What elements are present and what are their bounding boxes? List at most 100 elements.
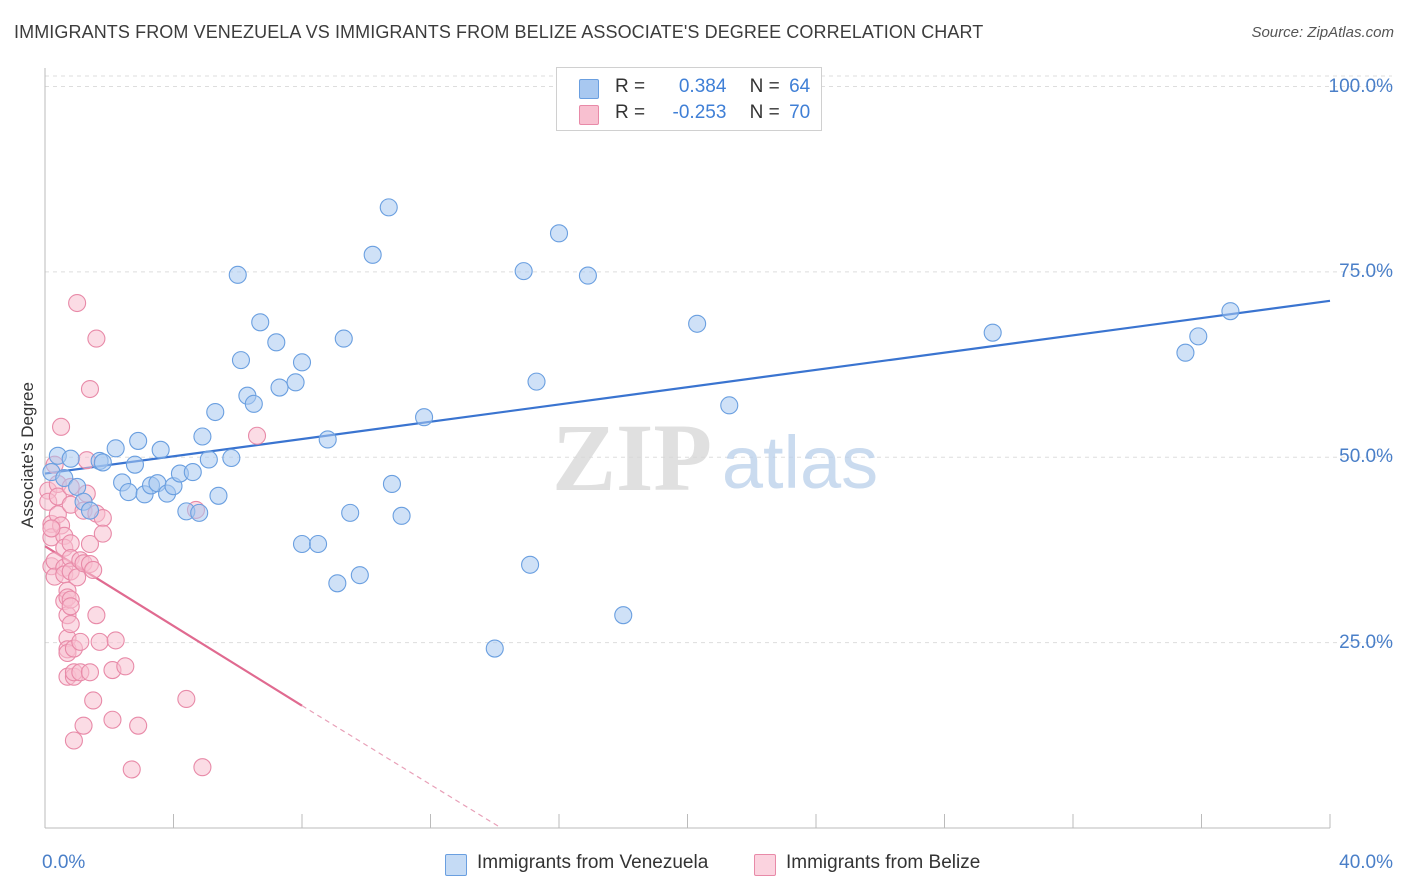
r-label: R = xyxy=(615,102,646,123)
point-venezuela xyxy=(527,372,546,391)
point-venezuela xyxy=(292,534,312,554)
point-belize xyxy=(80,534,100,554)
point-belize xyxy=(93,524,112,543)
point-belize xyxy=(64,731,83,750)
point-belize xyxy=(247,426,267,445)
point-belize xyxy=(68,293,87,313)
point-venezuela xyxy=(206,402,225,422)
point-venezuela xyxy=(485,639,504,658)
point-venezuela xyxy=(61,449,80,468)
x-tick-label: 40.0% xyxy=(1339,852,1393,873)
stats-legend-box: R = 0.384 N = 64 R = -0.253 N = 70 xyxy=(556,67,822,131)
point-venezuela xyxy=(209,486,228,505)
point-venezuela xyxy=(614,606,633,625)
point-belize xyxy=(71,632,90,651)
point-venezuela xyxy=(350,566,369,585)
point-venezuela xyxy=(129,431,148,450)
point-venezuela xyxy=(309,534,328,554)
point-belize xyxy=(84,560,103,580)
point-venezuela xyxy=(286,373,305,392)
point-belize xyxy=(80,379,100,399)
n-value: 70 xyxy=(789,102,811,123)
point-venezuela xyxy=(392,506,411,525)
watermark: ZIP atlas xyxy=(552,404,878,511)
point-venezuela xyxy=(341,503,360,522)
point-venezuela xyxy=(292,353,312,372)
point-venezuela xyxy=(514,262,533,281)
point-venezuela xyxy=(183,463,202,482)
point-belize xyxy=(52,417,71,436)
stats-swatch-belize xyxy=(579,105,599,125)
point-belize xyxy=(48,487,67,506)
point-venezuela xyxy=(251,313,270,332)
y-axis-title: Associate's Degree xyxy=(18,382,37,528)
stats-text-venezuela: R = 0.384 N = 64 xyxy=(615,76,810,98)
y-tick-label: 25.0% xyxy=(1339,631,1393,653)
point-venezuela xyxy=(720,396,739,415)
point-venezuela xyxy=(363,245,382,264)
point-venezuela xyxy=(270,378,289,397)
n-label: N = xyxy=(749,76,780,97)
point-belize xyxy=(80,663,100,682)
point-venezuela xyxy=(521,555,540,574)
point-belize xyxy=(193,758,212,777)
point-belize xyxy=(129,716,148,735)
point-venezuela xyxy=(125,455,144,474)
point-venezuela xyxy=(55,468,74,488)
point-venezuela xyxy=(1189,327,1208,346)
point-venezuela xyxy=(80,501,100,520)
chart-title: IMMIGRANTS FROM VENEZUELA VS IMMIGRANTS … xyxy=(14,22,984,42)
point-belize xyxy=(84,691,103,710)
point-venezuela xyxy=(244,394,263,413)
point-venezuela xyxy=(334,329,353,348)
point-belize xyxy=(74,716,93,735)
point-belize xyxy=(177,689,196,709)
point-venezuela xyxy=(1176,343,1195,362)
point-belize xyxy=(61,615,80,634)
point-venezuela xyxy=(688,314,707,333)
point-venezuela xyxy=(228,265,247,284)
point-venezuela xyxy=(106,439,125,458)
point-venezuela xyxy=(318,430,337,449)
watermark-atlas: atlas xyxy=(722,421,878,504)
point-belize xyxy=(106,631,125,650)
legend-label-venezuela: Immigrants from Venezuela xyxy=(477,852,709,873)
point-venezuela xyxy=(382,474,402,493)
y-tick-label: 75.0% xyxy=(1339,260,1393,282)
n-value: 64 xyxy=(789,76,811,97)
stats-swatch-venezuela xyxy=(579,79,599,99)
trend-lines xyxy=(44,299,1331,829)
point-venezuela xyxy=(328,574,347,593)
chart-source: Source: ZipAtlas.com xyxy=(1251,24,1394,41)
legend-label-belize: Immigrants from Belize xyxy=(786,852,981,873)
legend-swatch-belize xyxy=(754,854,776,876)
point-venezuela xyxy=(199,450,218,469)
point-belize xyxy=(122,760,141,779)
stats-text-belize: R = -0.253 N = 70 xyxy=(615,102,810,124)
point-venezuela xyxy=(222,448,241,468)
point-venezuela xyxy=(549,224,569,243)
point-belize xyxy=(116,657,135,676)
point-belize xyxy=(103,710,122,729)
legend-swatch-venezuela xyxy=(445,854,467,876)
point-venezuela xyxy=(190,503,209,522)
point-venezuela xyxy=(151,440,170,459)
y-tick-label: 100.0% xyxy=(1328,75,1393,97)
r-value: -0.253 xyxy=(672,102,727,123)
point-venezuela xyxy=(193,427,212,446)
point-venezuela xyxy=(267,333,286,352)
watermark-zip: ZIP xyxy=(552,404,712,511)
y-tick-label: 50.0% xyxy=(1339,446,1393,468)
point-venezuela xyxy=(93,453,112,472)
r-label: R = xyxy=(615,76,646,97)
point-venezuela xyxy=(379,198,398,217)
axes xyxy=(44,68,1331,829)
point-venezuela xyxy=(231,351,251,370)
point-belize xyxy=(42,519,61,538)
point-venezuela xyxy=(578,266,597,285)
n-label: N = xyxy=(749,102,780,123)
point-venezuela xyxy=(983,323,1002,342)
point-belize xyxy=(87,606,106,625)
trendline-belize-extension xyxy=(301,705,502,829)
